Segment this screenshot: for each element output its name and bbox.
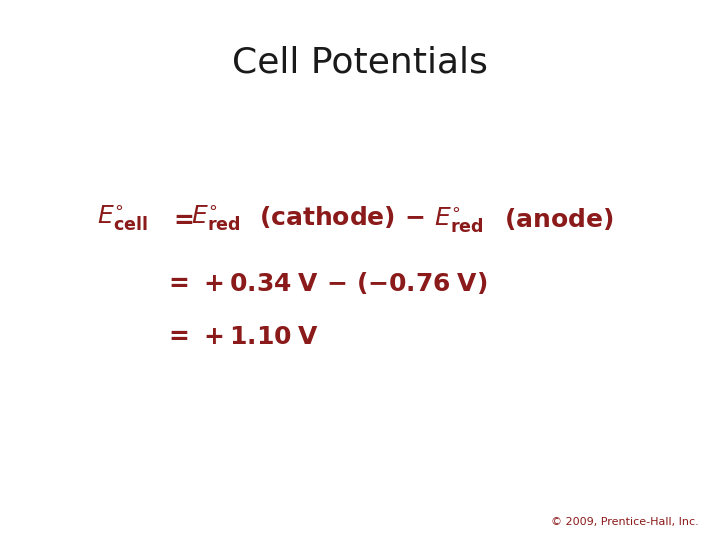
Text: $\mathbf{\it{E}}^{\circ}_{\mathbf{cell}}$: $\mathbf{\it{E}}^{\circ}_{\mathbf{cell}}… <box>97 204 148 233</box>
Text: $\mathbf{(anode)}$: $\mathbf{(anode)}$ <box>504 206 613 232</box>
Text: $\mathbf{=\,+1.10\;V}$: $\mathbf{=\,+1.10\;V}$ <box>164 326 319 349</box>
Text: $\mathbf{=\,+0.34\;V\,-\,(-0.76\;V)}$: $\mathbf{=\,+0.34\;V\,-\,(-0.76\;V)}$ <box>164 271 487 296</box>
Text: © 2009, Prentice-Hall, Inc.: © 2009, Prentice-Hall, Inc. <box>551 516 698 526</box>
Text: $\mathbf{(cathode)\,-\,\it{E}}^{\circ}_{\mathbf{red}}$: $\mathbf{(cathode)\,-\,\it{E}}^{\circ}_{… <box>259 204 484 234</box>
Text: $\mathbf{=}$: $\mathbf{=}$ <box>169 207 194 231</box>
Text: Cell Potentials: Cell Potentials <box>232 45 488 79</box>
Text: $\mathbf{\it{E}}^{\circ}_{\mathbf{red}}$: $\mathbf{\it{E}}^{\circ}_{\mathbf{red}}$ <box>191 204 240 233</box>
